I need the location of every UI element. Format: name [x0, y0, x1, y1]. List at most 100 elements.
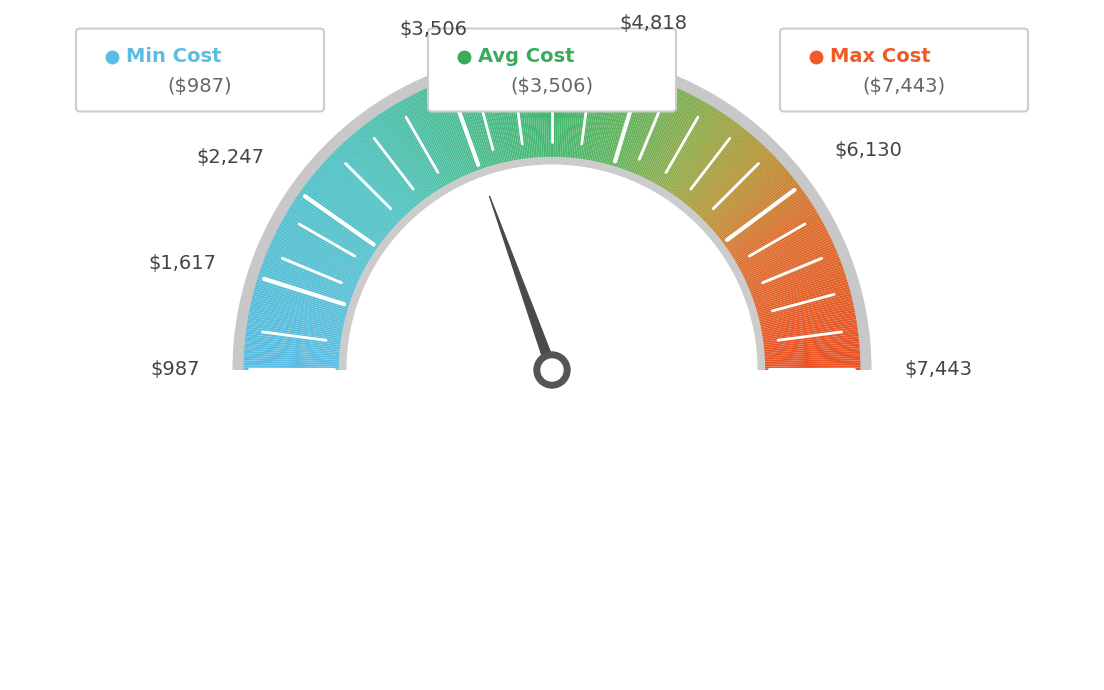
Wedge shape: [269, 240, 361, 284]
Wedge shape: [349, 135, 415, 211]
Wedge shape: [754, 286, 851, 315]
Wedge shape: [719, 182, 800, 244]
Wedge shape: [735, 219, 824, 269]
Wedge shape: [647, 94, 694, 184]
Wedge shape: [318, 165, 394, 233]
Wedge shape: [656, 101, 708, 188]
Wedge shape: [311, 172, 390, 237]
Wedge shape: [747, 256, 841, 294]
Wedge shape: [243, 341, 343, 352]
Wedge shape: [646, 92, 692, 183]
Wedge shape: [243, 351, 342, 359]
Wedge shape: [640, 88, 684, 180]
Wedge shape: [415, 90, 461, 181]
Wedge shape: [297, 192, 380, 250]
Text: $987: $987: [150, 360, 200, 380]
Wedge shape: [432, 83, 471, 177]
Wedge shape: [684, 130, 750, 208]
Wedge shape: [456, 75, 489, 170]
Text: $2,247: $2,247: [197, 148, 264, 168]
Wedge shape: [417, 90, 463, 181]
Wedge shape: [335, 148, 406, 220]
Wedge shape: [475, 69, 501, 166]
Wedge shape: [691, 137, 758, 214]
Wedge shape: [708, 161, 783, 230]
Wedge shape: [538, 60, 544, 160]
Wedge shape: [289, 204, 374, 259]
Wedge shape: [242, 368, 342, 370]
Wedge shape: [464, 72, 493, 169]
Wedge shape: [250, 300, 348, 324]
Wedge shape: [518, 61, 531, 161]
Wedge shape: [245, 324, 344, 340]
Wedge shape: [661, 106, 716, 192]
Wedge shape: [732, 210, 819, 263]
Wedge shape: [739, 227, 828, 275]
Wedge shape: [713, 170, 790, 236]
Wedge shape: [762, 353, 861, 360]
Wedge shape: [754, 284, 850, 313]
Wedge shape: [443, 79, 479, 174]
Wedge shape: [245, 322, 344, 339]
Wedge shape: [744, 245, 837, 286]
Wedge shape: [715, 175, 794, 239]
Wedge shape: [762, 360, 862, 365]
Wedge shape: [762, 348, 861, 357]
Wedge shape: [485, 67, 508, 165]
Wedge shape: [276, 227, 365, 275]
Wedge shape: [410, 94, 457, 184]
Text: $6,130: $6,130: [835, 141, 902, 160]
Wedge shape: [599, 68, 625, 166]
Wedge shape: [261, 263, 355, 299]
Wedge shape: [275, 229, 365, 276]
Wedge shape: [762, 363, 862, 366]
Circle shape: [534, 352, 570, 388]
Wedge shape: [629, 82, 668, 175]
Wedge shape: [290, 202, 375, 257]
Wedge shape: [757, 307, 856, 329]
Wedge shape: [511, 62, 526, 162]
Wedge shape: [761, 336, 860, 348]
Wedge shape: [440, 80, 478, 174]
Wedge shape: [438, 81, 476, 175]
Wedge shape: [705, 158, 779, 228]
Wedge shape: [243, 346, 342, 355]
Wedge shape: [248, 307, 347, 329]
Wedge shape: [277, 225, 367, 273]
Wedge shape: [730, 206, 816, 260]
Wedge shape: [253, 288, 350, 316]
Wedge shape: [637, 86, 680, 179]
Wedge shape: [293, 198, 378, 255]
Wedge shape: [694, 142, 764, 217]
Wedge shape: [243, 343, 342, 353]
FancyBboxPatch shape: [428, 28, 676, 112]
Wedge shape: [501, 63, 519, 163]
Wedge shape: [242, 355, 342, 362]
Wedge shape: [607, 71, 636, 168]
Wedge shape: [758, 315, 858, 334]
Wedge shape: [503, 63, 521, 163]
Wedge shape: [658, 102, 710, 189]
Wedge shape: [347, 136, 414, 213]
Wedge shape: [384, 108, 439, 194]
Wedge shape: [266, 247, 359, 288]
Wedge shape: [337, 146, 407, 219]
Wedge shape: [310, 175, 389, 239]
Wedge shape: [575, 62, 588, 161]
Wedge shape: [523, 61, 534, 161]
Wedge shape: [650, 96, 699, 185]
Wedge shape: [298, 190, 381, 249]
Wedge shape: [473, 70, 500, 167]
Wedge shape: [267, 245, 360, 286]
Wedge shape: [699, 149, 772, 221]
Wedge shape: [625, 79, 661, 174]
Wedge shape: [544, 60, 549, 160]
Wedge shape: [562, 60, 569, 160]
Wedge shape: [758, 317, 858, 335]
Wedge shape: [745, 247, 838, 288]
Wedge shape: [736, 221, 825, 270]
Wedge shape: [634, 85, 676, 177]
Wedge shape: [251, 295, 348, 321]
Wedge shape: [754, 288, 851, 316]
Wedge shape: [697, 146, 767, 219]
